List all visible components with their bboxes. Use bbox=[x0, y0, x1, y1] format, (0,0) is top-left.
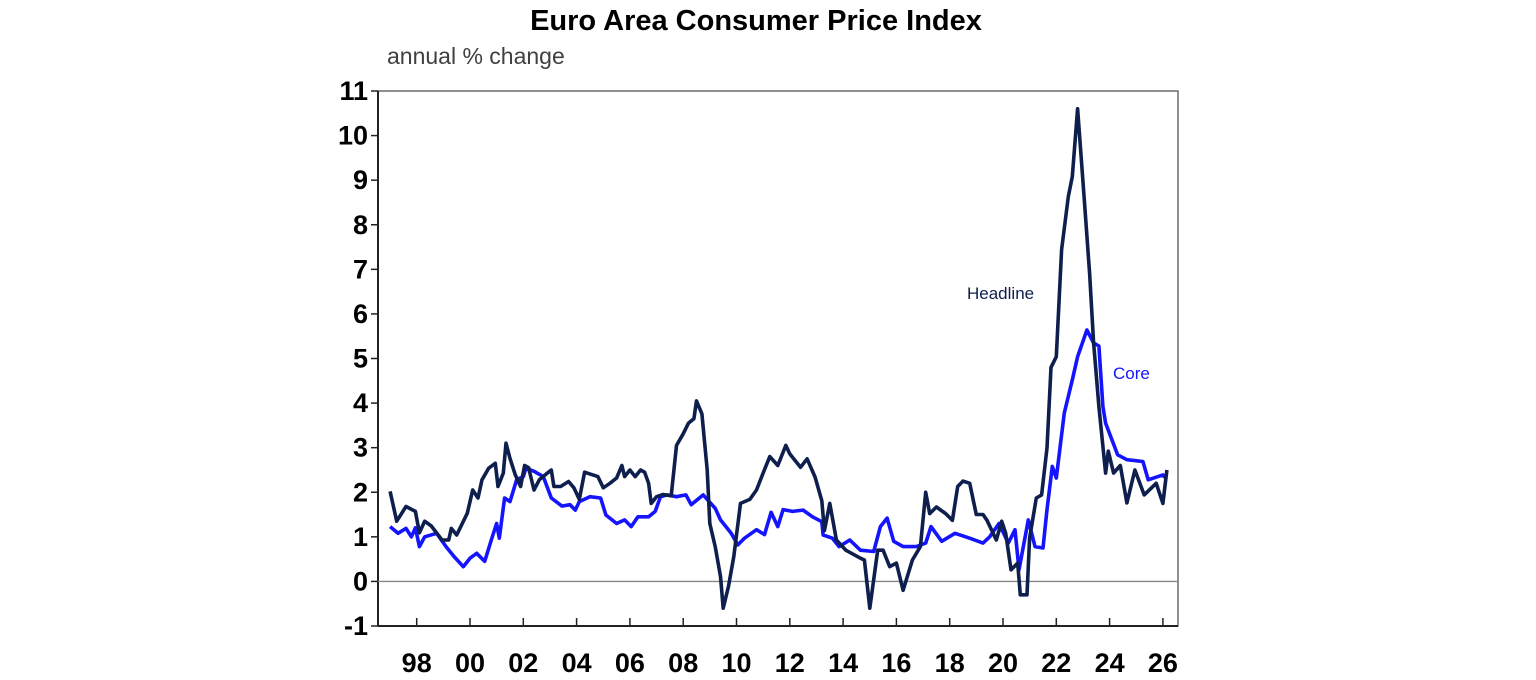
x-tick-label: 98 bbox=[402, 648, 432, 678]
y-tick-label: 2 bbox=[353, 477, 368, 507]
x-tick-label: 08 bbox=[668, 648, 698, 678]
x-tick-label: 02 bbox=[508, 648, 538, 678]
y-tick-label: -1 bbox=[344, 611, 368, 641]
x-tick-label: 18 bbox=[935, 648, 965, 678]
x-tick-label: 16 bbox=[881, 648, 911, 678]
y-tick-label: 4 bbox=[353, 388, 368, 418]
chart-title: Euro Area Consumer Price Index bbox=[530, 5, 982, 37]
y-tick-label: 1 bbox=[353, 522, 368, 552]
x-tick-label: 12 bbox=[775, 648, 805, 678]
y-tick-label: 5 bbox=[353, 344, 368, 374]
y-tick-label: 3 bbox=[353, 433, 368, 463]
series-line-core bbox=[388, 328, 1167, 572]
y-tick-label: 7 bbox=[353, 254, 368, 284]
y-tick-label: 8 bbox=[353, 210, 368, 240]
y-tick-label: 10 bbox=[338, 121, 368, 151]
y-tick-label: 11 bbox=[339, 76, 368, 106]
y-tick-label: 6 bbox=[353, 299, 368, 329]
y-tick-label: 9 bbox=[353, 165, 368, 195]
plot-frame bbox=[377, 90, 1179, 627]
x-tick-label: 14 bbox=[828, 648, 858, 678]
chart-subtitle: annual % change bbox=[387, 43, 565, 69]
x-tick-label: 04 bbox=[562, 648, 592, 678]
series-label-headline: Headline bbox=[967, 284, 1034, 303]
x-tick-label: 22 bbox=[1041, 648, 1071, 678]
y-tick-label: 0 bbox=[353, 566, 368, 596]
x-tick-label: 10 bbox=[721, 648, 751, 678]
x-tick-label: 00 bbox=[455, 648, 485, 678]
series-lines bbox=[388, 107, 1169, 610]
series-line-headline bbox=[388, 107, 1169, 610]
x-tick-label: 20 bbox=[988, 648, 1018, 678]
x-tick-label: 26 bbox=[1148, 648, 1178, 678]
x-tick-label: 24 bbox=[1095, 648, 1125, 678]
series-label-core: Core bbox=[1113, 364, 1150, 383]
x-tick-label: 06 bbox=[615, 648, 645, 678]
